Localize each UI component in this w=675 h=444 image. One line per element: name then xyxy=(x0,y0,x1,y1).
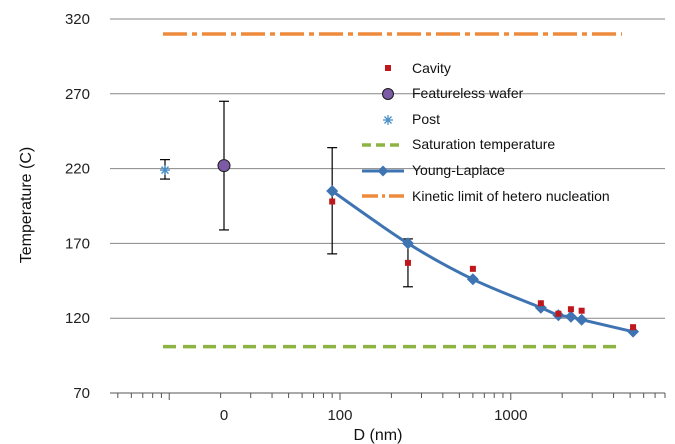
featureless-wafer-point xyxy=(217,159,231,173)
post-point xyxy=(160,165,170,176)
cavity-point xyxy=(555,310,562,317)
legend-marker-post xyxy=(383,115,393,125)
x-axis xyxy=(117,393,666,400)
legend-marker-featureless-wafer xyxy=(382,88,394,100)
legend-label-post: Post xyxy=(412,111,440,127)
x-tick-label: 0 xyxy=(220,407,228,424)
y-tick-label: 320 xyxy=(65,11,90,28)
cavity-point xyxy=(469,265,476,272)
y-tick-label: 120 xyxy=(65,310,90,327)
reference-lines xyxy=(163,32,622,349)
y-axis-title: Temperature (C) xyxy=(18,147,35,263)
cavity-point xyxy=(578,307,585,314)
y-tick-label: 220 xyxy=(65,161,90,178)
legend-marker-cavity xyxy=(385,65,391,71)
young-laplace-point xyxy=(575,313,588,326)
legend-label-cavity: Cavity xyxy=(412,60,451,76)
young-laplace-point xyxy=(564,310,577,323)
young-laplace-line xyxy=(331,189,634,334)
cavity-point xyxy=(329,198,336,205)
gridlines xyxy=(110,18,665,394)
plot-area xyxy=(160,100,640,338)
x-tick-label: 1000 xyxy=(494,407,527,424)
cavity-point xyxy=(537,300,544,307)
y-tick-labels: 70 120 170 220 270 320 xyxy=(65,11,90,402)
young-laplace-point xyxy=(326,185,339,198)
legend-label-kinetic-limit: Kinetic limit of hetero nucleation xyxy=(412,188,610,204)
cavity-point xyxy=(630,324,637,331)
x-tick-labels: 100 1000 0 xyxy=(220,407,528,424)
y-tick-label: 270 xyxy=(65,86,90,103)
y-tick-label: 70 xyxy=(73,385,90,402)
cavity-point xyxy=(404,259,411,266)
y-tick-label: 170 xyxy=(65,235,90,252)
cavity-point xyxy=(567,306,574,313)
legend: Cavity Featureless wafer Post Saturation… xyxy=(362,60,610,204)
legend-label-featureless-wafer: Featureless wafer xyxy=(412,85,524,101)
young-laplace-point xyxy=(466,273,479,286)
legend-label-saturation-temperature: Saturation temperature xyxy=(412,136,555,152)
x-axis-title: D (nm) xyxy=(354,427,403,444)
post-marker-stroke xyxy=(161,166,169,175)
young-laplace-point xyxy=(401,237,414,250)
legend-marker-young-laplace xyxy=(377,165,389,177)
legend-label-young-laplace: Young-Laplace xyxy=(412,162,505,178)
x-tick-label: 100 xyxy=(327,407,352,424)
